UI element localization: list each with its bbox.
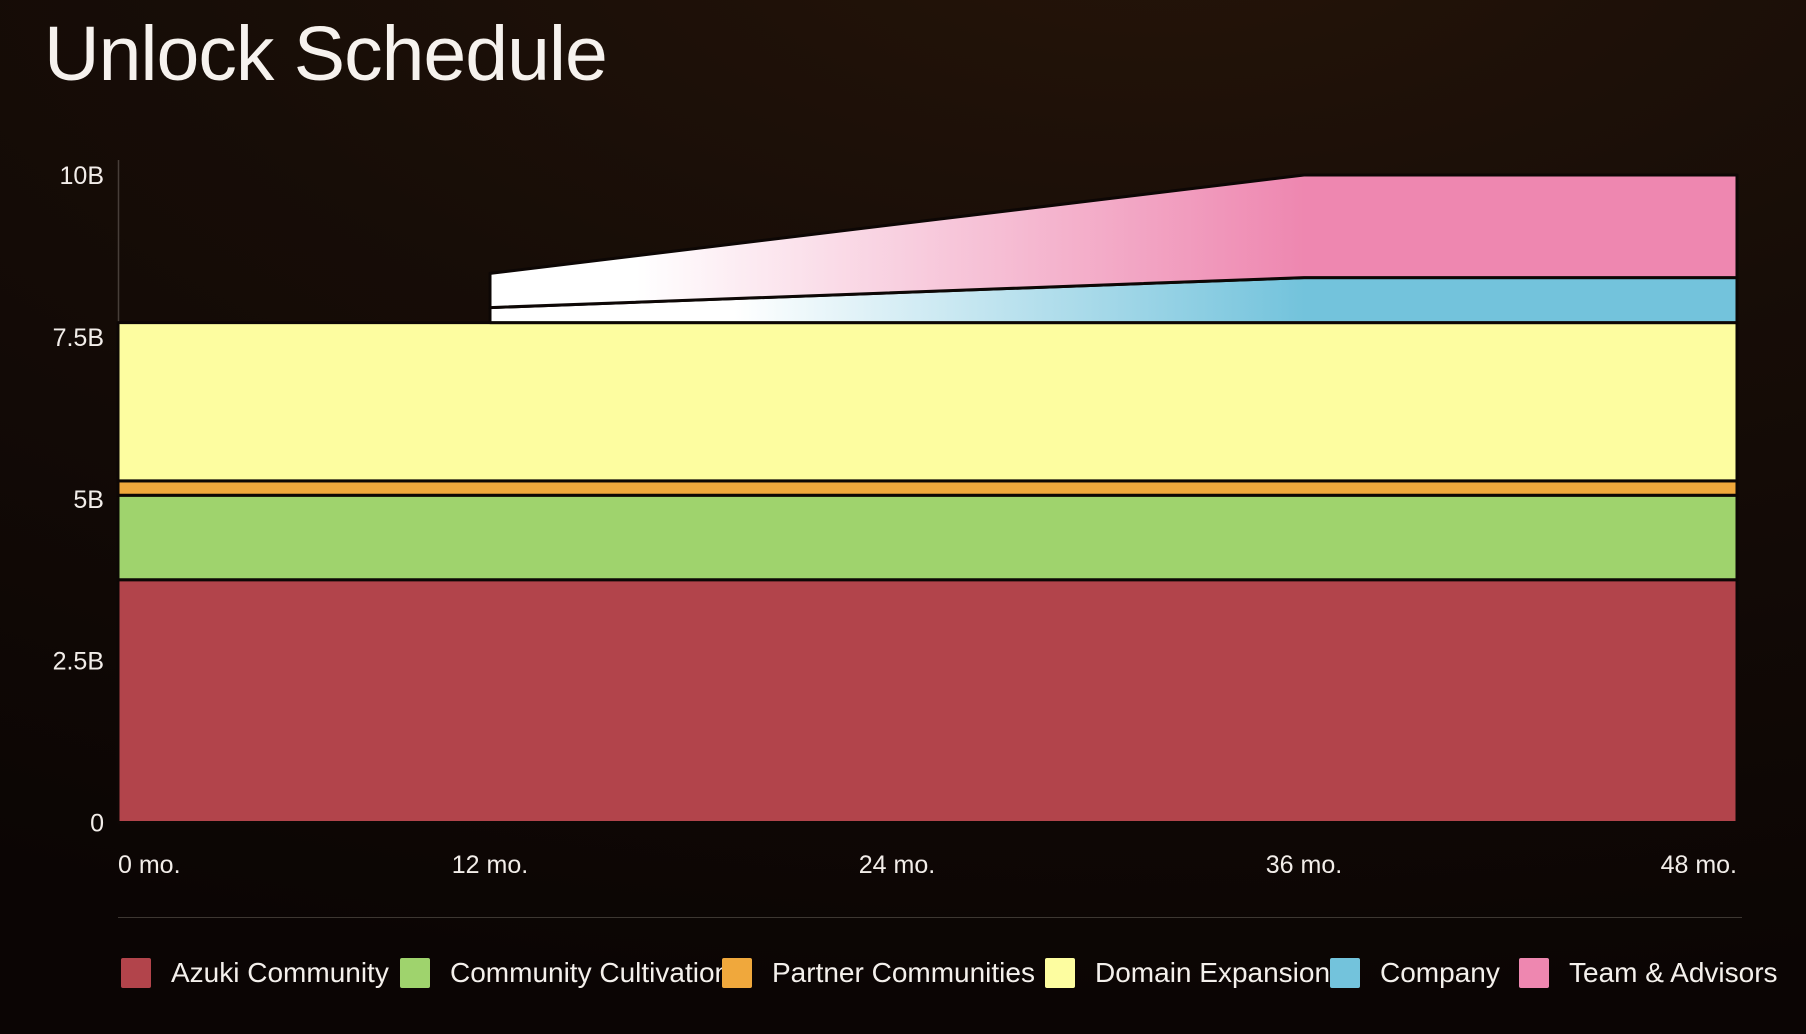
page-title: Unlock Schedule xyxy=(44,11,608,97)
legend-divider xyxy=(118,917,1742,918)
area-partner-communities xyxy=(116,479,1739,497)
x-tick-12-mo: 12 mo. xyxy=(452,851,528,879)
area-community-cultivation xyxy=(116,493,1739,582)
area-team-advisors xyxy=(488,173,1739,310)
area-domain-expansion xyxy=(116,321,1739,483)
x-tick-48-mo: 48 mo. xyxy=(1661,851,1737,879)
y-tick-5b: 5B xyxy=(73,486,104,514)
y-tick-7-5b: 7.5B xyxy=(53,324,104,352)
y-tick-0: 0 xyxy=(90,810,104,838)
y-tick-10b: 10B xyxy=(60,162,104,190)
x-tick-36-mo: 36 mo. xyxy=(1266,851,1342,879)
x-tick-24-mo: 24 mo. xyxy=(859,851,935,879)
y-tick-2-5b: 2.5B xyxy=(53,648,104,676)
area-azuki-community xyxy=(116,578,1739,824)
x-tick-0-mo: 0 mo. xyxy=(118,851,181,879)
